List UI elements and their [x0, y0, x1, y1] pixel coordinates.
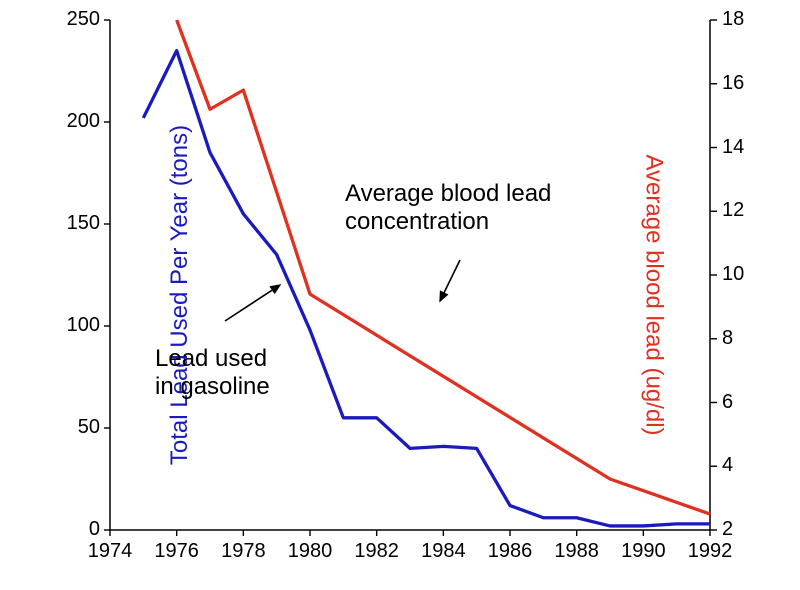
blood-annot-line1: Average blood lead: [345, 180, 551, 208]
chart-svg: [0, 0, 800, 590]
y-right-tick-label: 4: [722, 454, 758, 477]
x-tick-label: 1988: [547, 540, 607, 563]
y-left-tick-label: 0: [60, 518, 100, 541]
x-tick-label: 1990: [613, 540, 673, 563]
y-left-tick-label: 250: [60, 8, 100, 31]
y-left-tick-label: 100: [60, 314, 100, 337]
x-tick-label: 1974: [80, 540, 140, 563]
y-right-tick-label: 6: [722, 391, 758, 414]
blood-annot-arrow: [440, 260, 460, 301]
y-left-tick-label: 150: [60, 212, 100, 235]
series-blood_lead: [177, 20, 710, 514]
y-right-tick-label: 12: [722, 199, 758, 222]
y-right-tick-label: 8: [722, 327, 758, 350]
y-right-tick-label: 14: [722, 136, 758, 159]
y-right-tick-label: 2: [722, 518, 758, 541]
blood-annot: Average blood leadconcentration: [345, 180, 551, 235]
y-right-tick-label: 16: [722, 72, 758, 95]
gasoline-annot-line1: Lead used: [155, 345, 270, 373]
x-tick-label: 1992: [680, 540, 740, 563]
x-tick-label: 1976: [147, 540, 207, 563]
gasoline-annot: Lead usedin gasoline: [155, 345, 270, 400]
y-left-tick-label: 200: [60, 110, 100, 133]
x-tick-label: 1986: [480, 540, 540, 563]
gasoline-annot-arrow: [225, 285, 280, 321]
lead-chart: Total Lead Used Per Year (tons) Average …: [0, 0, 800, 590]
blood-annot-line2: concentration: [345, 208, 551, 236]
gasoline-annot-line2: in gasoline: [155, 373, 270, 401]
x-tick-label: 1984: [413, 540, 473, 563]
y-right-tick-label: 10: [722, 263, 758, 286]
y-right-tick-label: 18: [722, 8, 758, 31]
y-left-tick-label: 50: [60, 416, 100, 439]
x-tick-label: 1978: [213, 540, 273, 563]
x-tick-label: 1982: [347, 540, 407, 563]
x-tick-label: 1980: [280, 540, 340, 563]
series-lead_gasoline: [143, 51, 710, 526]
